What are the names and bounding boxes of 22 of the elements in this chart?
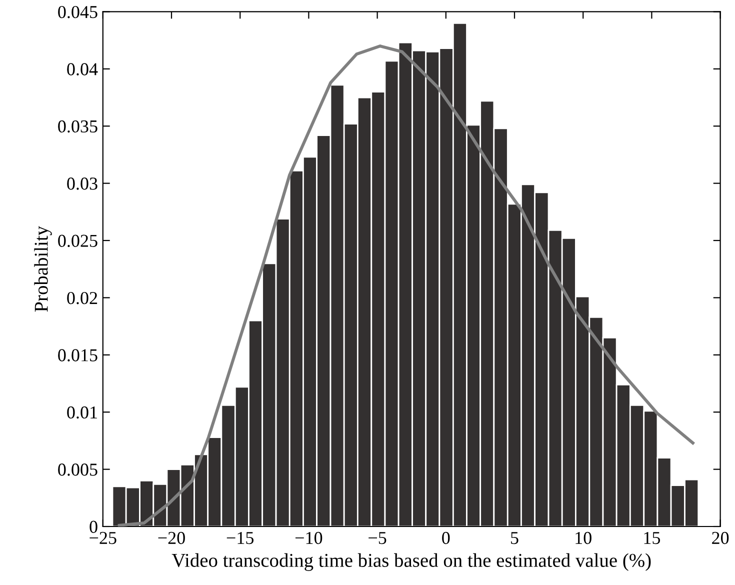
y-tick-label: 0.045 [58,6,98,18]
y-tick-label: 0.035 [58,120,98,133]
x-tick-label: −20 [158,532,185,544]
y-tick-label: 0 [90,520,98,533]
x-tick-label: 15 [644,532,660,544]
x-tick-label: 10 [576,532,592,544]
x-tick-label: −25 [90,532,116,544]
y-tick-label: 0.02 [67,292,98,304]
y-tick-label: 0.01 [67,406,97,419]
x-tick-label: 20 [712,532,729,544]
y-tick-label: 0.005 [58,464,98,476]
y-axis-title: Probability [34,226,52,312]
y-tick-label: 0.015 [58,349,98,362]
x-tick-label: −10 [295,532,322,544]
y-tick-label: 0.025 [58,234,98,248]
x-tick-label: −5 [368,532,386,544]
x-axis-title: Video transcoding time bias based on the estimated value (%) [172,553,651,571]
y-tick-label: 0.03 [67,178,98,190]
x-tick-label: 0 [442,532,450,544]
y-tick-label: 0.04 [67,63,98,76]
x-tick-label: −15 [226,532,254,544]
x-tick-label: 5 [511,532,518,544]
